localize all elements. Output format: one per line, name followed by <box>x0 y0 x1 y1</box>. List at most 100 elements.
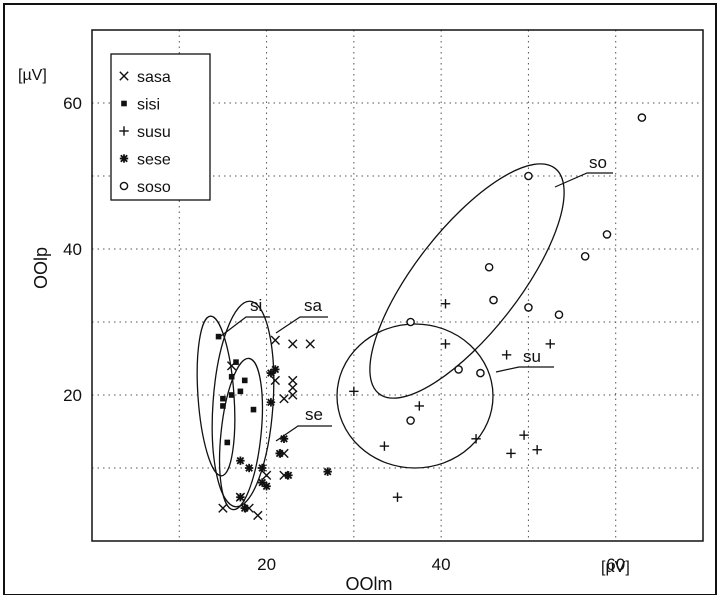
point-soso <box>406 416 415 425</box>
point-sese <box>284 471 293 480</box>
point-sasa <box>288 339 298 349</box>
point-sese <box>240 503 249 513</box>
label-su: su <box>523 347 541 366</box>
point-sisi <box>250 406 257 413</box>
point-soso <box>554 310 564 320</box>
legend-items: sasa sisi susu sese soso <box>119 69 171 196</box>
legend-label-soso: soso <box>137 179 171 196</box>
point-sasa <box>253 510 263 521</box>
point-sasa <box>270 335 280 345</box>
point-soso <box>580 251 590 261</box>
point-sisi <box>215 333 222 340</box>
label-si: si <box>250 296 262 315</box>
point-soso <box>637 113 647 122</box>
point-sasa <box>288 375 298 386</box>
point-sese <box>262 482 271 491</box>
point-susu <box>440 339 451 349</box>
ellipse-so <box>369 163 565 399</box>
plot-frame <box>91 29 704 542</box>
legend-marker-soso <box>119 181 129 191</box>
leader-su <box>495 366 554 373</box>
point-sasa <box>270 375 280 386</box>
point-sese <box>244 463 254 473</box>
point-soso <box>602 230 612 239</box>
y-tick-label: 60 <box>63 94 82 113</box>
point-susu <box>519 430 529 440</box>
legend-box <box>110 53 211 201</box>
point-susu <box>392 492 403 502</box>
data-points <box>215 113 647 521</box>
point-sese <box>258 463 267 473</box>
y-axis-title: OOlp <box>31 247 51 289</box>
tick-labels: 20 40 60 20 40 60 <box>63 94 625 574</box>
point-sisi <box>220 403 226 409</box>
ellipse-label-leaders <box>220 172 613 442</box>
legend-marker-sese <box>119 154 129 163</box>
point-sasa <box>218 503 228 513</box>
legend-label-susu: susu <box>137 124 171 141</box>
point-sasa <box>305 339 315 349</box>
point-sese <box>258 478 267 487</box>
point-susu <box>471 434 481 444</box>
point-soso <box>454 365 463 374</box>
point-sasa <box>261 470 272 480</box>
leader-so <box>554 172 613 188</box>
y-tick-label: 40 <box>63 240 82 259</box>
point-soso <box>476 368 485 378</box>
point-sasa <box>288 383 298 393</box>
point-sese <box>236 456 245 465</box>
point-soso <box>524 303 533 312</box>
label-sa: sa <box>304 296 323 315</box>
point-sisi <box>228 392 235 398</box>
x-axis-unit: [µV] <box>601 559 630 576</box>
point-soso <box>489 295 498 305</box>
point-sisi <box>224 439 231 446</box>
point-susu <box>532 445 542 455</box>
point-sisi <box>233 359 239 365</box>
leader-sa <box>275 316 328 334</box>
label-se: se <box>305 405 323 424</box>
legend-marker-sasa <box>119 71 129 81</box>
point-sese <box>236 493 245 502</box>
ellipse-sa <box>211 300 275 508</box>
point-soso <box>406 317 415 327</box>
ellipse-su <box>336 323 494 469</box>
point-sese <box>323 467 332 476</box>
ellipse-se <box>218 357 264 511</box>
point-sisi <box>237 388 244 395</box>
y-axis-unit: [µV] <box>18 67 47 84</box>
point-susu <box>501 350 512 360</box>
x-tick-label: 20 <box>257 555 276 574</box>
point-soso <box>484 262 494 272</box>
point-sisi <box>241 377 248 384</box>
point-sese <box>275 449 284 458</box>
leader-si <box>220 316 270 337</box>
legend-label-sese: sese <box>137 152 171 169</box>
y-tick-label: 20 <box>63 386 82 405</box>
point-susu <box>379 441 390 451</box>
legend-marker-sisi <box>121 100 127 107</box>
point-sasa <box>288 390 298 400</box>
point-susu <box>440 299 451 309</box>
x-axis-title: OOlm <box>346 574 393 594</box>
point-sisi <box>220 395 226 402</box>
cluster-ellipses <box>196 163 565 511</box>
point-sese <box>266 398 276 407</box>
ellipse-labels: si sa se so su <box>250 153 607 424</box>
label-so: so <box>589 153 607 172</box>
point-sese <box>279 434 289 443</box>
legend-label-sasa: sasa <box>137 69 171 86</box>
point-susu <box>414 401 425 411</box>
legend: sasa sisi susu sese soso <box>110 53 211 201</box>
point-sisi <box>228 373 235 380</box>
x-tick-label: 40 <box>432 555 451 574</box>
point-susu <box>506 448 516 459</box>
x-tick-label: 60 <box>606 555 625 574</box>
point-susu <box>349 386 359 397</box>
point-susu <box>545 339 555 349</box>
point-soso <box>524 171 533 181</box>
legend-label-sisi: sisi <box>137 97 160 114</box>
legend-marker-susu <box>119 126 129 136</box>
